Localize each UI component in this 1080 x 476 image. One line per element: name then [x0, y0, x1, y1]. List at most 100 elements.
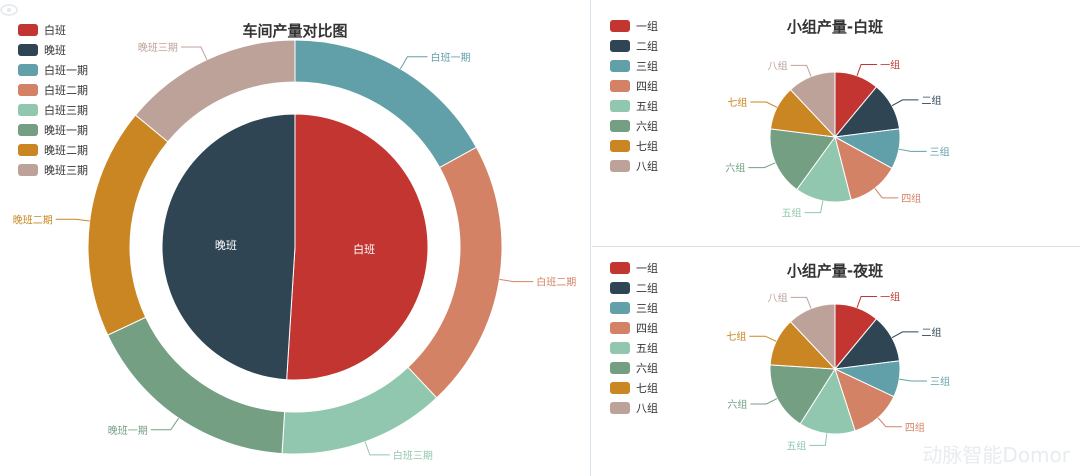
legend-label: 八组: [636, 402, 658, 415]
workshop-legend[interactable]: 白班 晚班白班一期白班二期白班三期晚班一期晚班二期晚班三期: [18, 20, 88, 180]
slice-label: 一组: [880, 291, 900, 304]
legend-item[interactable]: 六组: [610, 116, 658, 136]
slice-label: 六组: [725, 162, 745, 175]
slice-label: 白班一期: [430, 51, 470, 64]
watermark: 动脉智能Domor: [922, 443, 1070, 467]
legend-swatch: [18, 104, 38, 116]
legend-item[interactable]: 六组: [610, 358, 658, 378]
legend-swatch: [610, 140, 630, 152]
legend-item[interactable]: 晚班: [18, 40, 88, 60]
legend-label: 六组: [636, 362, 658, 375]
legend-item[interactable]: 七组: [610, 378, 658, 398]
slice-label: 五组: [786, 439, 806, 452]
label-line: [55, 218, 90, 222]
slice-label: 二组: [921, 326, 941, 339]
night-shift-chart-title: 小组产量-夜班: [786, 262, 884, 280]
legend-item[interactable]: 七组: [610, 136, 658, 156]
slice-label: 八组: [768, 59, 788, 72]
legend-label: 三组: [636, 302, 658, 315]
legend-swatch: [610, 100, 630, 112]
slice-label: 晚班一期: [108, 425, 148, 437]
legend-item[interactable]: 三组: [610, 298, 658, 318]
label-line: [750, 101, 778, 108]
legend-label: 四组: [636, 322, 658, 335]
slice-label: 四组: [905, 421, 925, 434]
label-line: [809, 433, 828, 446]
legend-swatch: [610, 262, 630, 274]
legend-item[interactable]: 白班三期: [18, 100, 88, 120]
legend-label: 一组: [636, 262, 658, 275]
label-line: [891, 331, 919, 339]
label-line: [150, 417, 180, 431]
slice-label: 晚班三期: [138, 42, 178, 54]
slice-label: 七组: [727, 96, 747, 109]
legend-swatch: [18, 124, 38, 136]
legend-label: 二组: [636, 40, 658, 53]
legend-item[interactable]: 一组: [610, 258, 658, 278]
slice-label: 三组: [930, 375, 950, 388]
pie-slice[interactable]: [799, 367, 856, 435]
legend-item[interactable]: 晚班二期: [18, 140, 88, 160]
legend-item[interactable]: 三组: [610, 56, 658, 76]
legend-item[interactable]: 晚班三期: [18, 160, 88, 180]
legend-item[interactable]: 四组: [610, 318, 658, 338]
legend-label: 三组: [636, 60, 658, 73]
pie-slice[interactable]: [769, 128, 836, 191]
legend-item[interactable]: 五组: [610, 338, 658, 358]
legend-label: 白班二期: [44, 84, 88, 97]
label-line: [877, 417, 902, 428]
legend-item[interactable]: 一组: [610, 16, 658, 36]
label-line: [899, 378, 928, 382]
pie-slice[interactable]: [134, 39, 296, 143]
legend-item[interactable]: 四组: [610, 76, 658, 96]
legend-swatch: [610, 282, 630, 294]
legend-item[interactable]: 二组: [610, 278, 658, 298]
legend-swatch: [610, 20, 630, 32]
label-line: [804, 200, 824, 214]
slice-label: 白班二期: [536, 276, 576, 289]
legend-item[interactable]: 晚班一期: [18, 120, 88, 140]
label-line: [790, 296, 812, 309]
legend-label: 一组: [636, 20, 658, 33]
pie-slice[interactable]: [161, 113, 296, 381]
day-shift-legend[interactable]: 一组二组三组四组五组六组七组八组: [610, 16, 658, 176]
label-line: [874, 188, 899, 199]
pie-slice[interactable]: [286, 113, 429, 381]
legend-label: 晚班一期: [44, 124, 88, 137]
pie-slice[interactable]: [87, 114, 169, 336]
legend-label: 四组: [636, 80, 658, 93]
pie-slice[interactable]: [796, 135, 852, 203]
workshop-chart-title: 车间产量对比图: [242, 22, 348, 40]
slice-label: 四组: [901, 192, 921, 205]
pie-slice[interactable]: [769, 364, 836, 425]
legend-label: 七组: [636, 140, 658, 153]
pie-slice[interactable]: [281, 366, 438, 455]
legend-item[interactable]: 五组: [610, 96, 658, 116]
legend-item[interactable]: 白班: [18, 20, 88, 40]
legend-swatch: [18, 164, 38, 176]
legend-swatch: [18, 24, 38, 36]
slice-label: 二组: [921, 94, 941, 107]
legend-item[interactable]: 白班二期: [18, 80, 88, 100]
legend-item[interactable]: 八组: [610, 156, 658, 176]
night-shift-legend[interactable]: 一组二组三组四组五组六组七组八组: [610, 258, 658, 418]
legend-label: 六组: [636, 120, 658, 133]
legend-item[interactable]: 八组: [610, 398, 658, 418]
legend-swatch: [18, 144, 38, 156]
slice-label: 晚班二期: [13, 214, 53, 226]
legend-item[interactable]: 白班一期: [18, 60, 88, 80]
legend-label: 五组: [636, 100, 658, 113]
legend-label: 五组: [636, 342, 658, 355]
slice-label: 白班: [353, 242, 375, 256]
legend-label: 晚班二期: [44, 144, 88, 157]
label-line: [891, 99, 919, 107]
legend-item[interactable]: 二组: [610, 36, 658, 56]
slice-label: 一组: [880, 59, 900, 72]
label-line: [749, 335, 777, 342]
legend-swatch: [610, 302, 630, 314]
legend-swatch: [610, 160, 630, 172]
legend-label: 白班一期: [44, 64, 88, 77]
